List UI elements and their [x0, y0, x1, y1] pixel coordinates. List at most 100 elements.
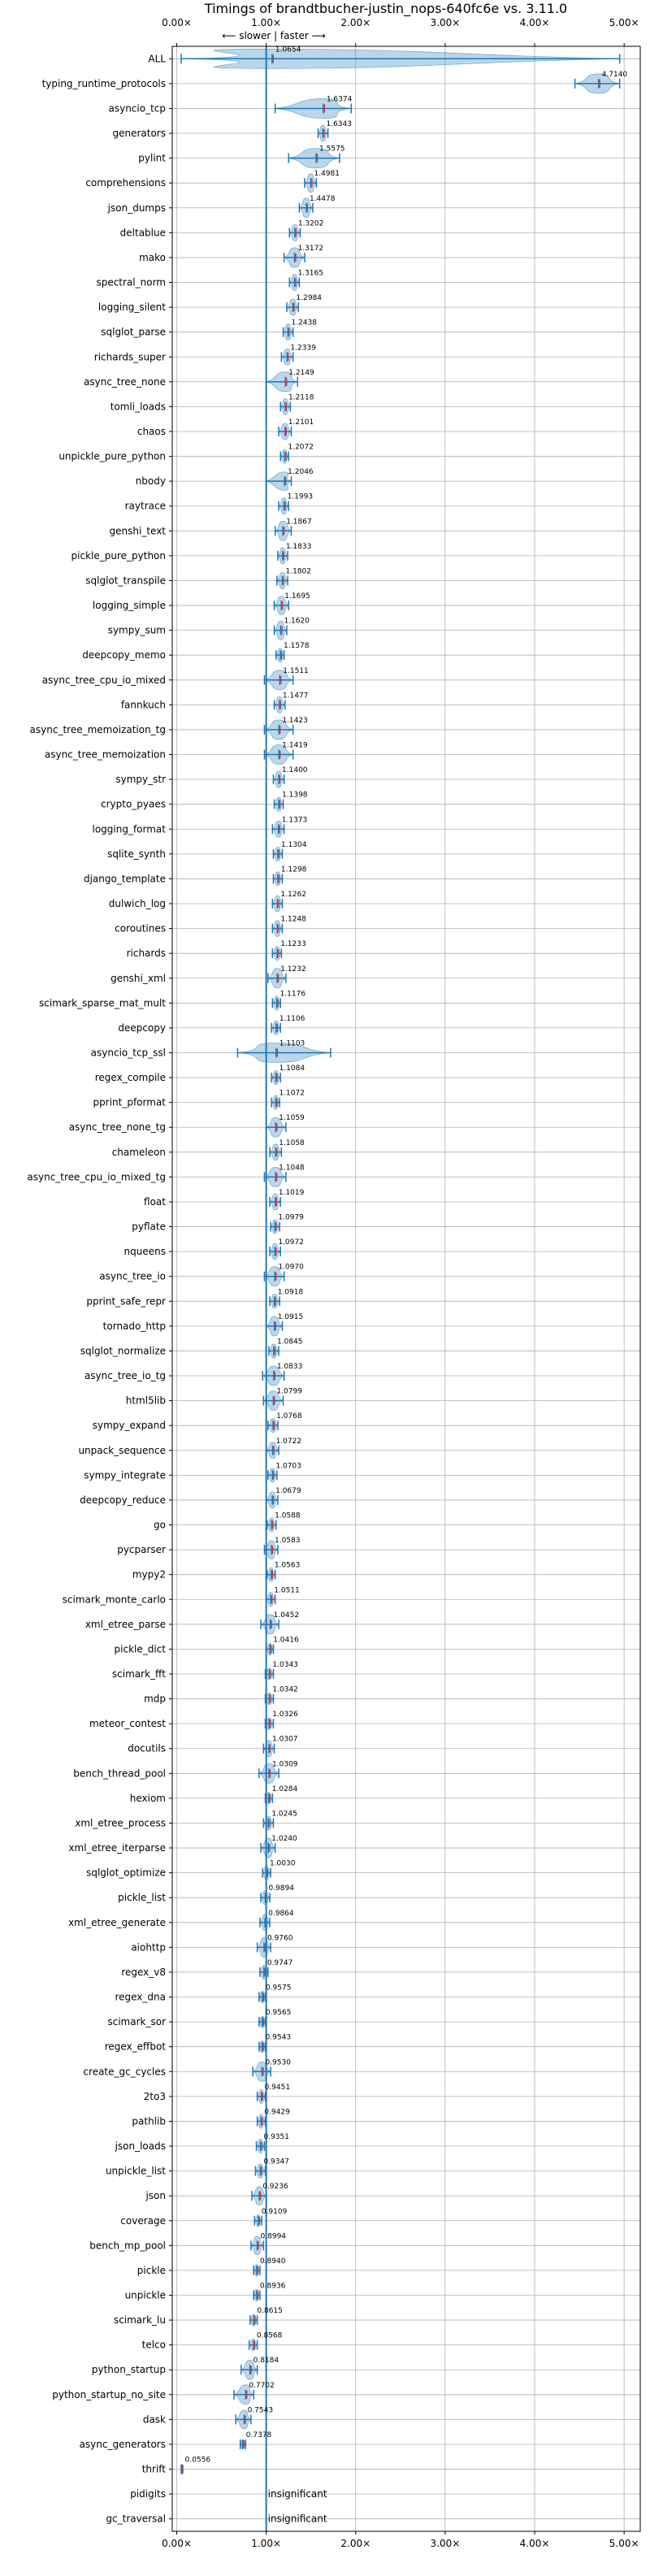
direction-label: ⟵ slower | faster ⟶	[222, 30, 326, 41]
benchmark-name: pyflate	[132, 1221, 166, 1233]
benchmark-name: async_generators	[80, 2439, 166, 2450]
benchmark-name: richards	[127, 948, 166, 959]
benchmark-name: regex_dna	[115, 1992, 166, 2003]
benchmark-name: deltablue	[120, 227, 166, 238]
value-label: 1.1298	[281, 865, 307, 874]
value-label: 0.9236	[262, 2183, 288, 2191]
value-label: 0.9894	[268, 1884, 294, 1893]
value-label: 1.1398	[282, 791, 308, 800]
value-label: 1.1419	[282, 742, 308, 750]
benchmark-name: chaos	[137, 426, 166, 437]
benchmark-name: typing_runtime_protocols	[42, 78, 166, 89]
x-tick-label-top: 5.00×	[609, 17, 639, 28]
value-label: 0.9543	[266, 2034, 292, 2042]
value-label: 1.0245	[271, 1810, 297, 1818]
labels-layer: 0.00× 0.00× 1.00× 1.00× 2.00× 2.00× 3.00× 3.00×…	[27, 17, 639, 2549]
value-label: 1.1400	[282, 766, 308, 774]
benchmark-name: generators	[112, 128, 166, 139]
x-tick-label-bottom: 3.00×	[431, 2538, 461, 2549]
benchmark-name: create_gc_cycles	[83, 2066, 166, 2077]
benchmark-name: sympy_sum	[108, 625, 166, 636]
value-label: 1.2118	[288, 393, 314, 401]
benchmark-name: asyncio_tcp	[108, 102, 166, 114]
benchmark-name: sqlglot_parse	[101, 327, 166, 338]
x-tick-label-bottom: 4.00×	[520, 2538, 550, 2549]
benchmark-name: unpickle	[125, 2289, 166, 2301]
benchmark-name: sqlglot_transpile	[85, 575, 166, 586]
benchmark-name: fannkuch	[121, 699, 166, 710]
value-label: 1.0918	[278, 1288, 304, 1296]
value-label: 0.8936	[260, 2282, 286, 2290]
benchmark-name: raytrace	[125, 501, 166, 512]
grid-layer	[172, 43, 640, 2535]
value-label: 1.0511	[274, 1586, 300, 1594]
benchmark-name: mypy2	[132, 1569, 166, 1581]
value-label: 1.0679	[275, 1487, 301, 1495]
benchmark-name: scimark_monte_carlo	[63, 1594, 166, 1605]
benchmark-name: xml_etree_generate	[68, 1917, 166, 1928]
value-label: 0.9429	[264, 2108, 290, 2116]
value-label: 0.9575	[266, 1984, 292, 1993]
benchmark-name: django_template	[84, 873, 166, 884]
value-label: 1.1176	[280, 990, 306, 998]
value-label: 0.9530	[265, 2058, 291, 2066]
benchmark-name: dulwich_log	[109, 898, 166, 909]
benchmark-name: genshi_text	[110, 525, 167, 536]
value-label: 0.9747	[267, 1959, 293, 1967]
benchmark-name: docutils	[128, 1743, 166, 1754]
value-label: 1.2984	[297, 294, 323, 302]
value-label: 1.1233	[280, 940, 306, 948]
benchmark-name: deepcopy_memo	[82, 649, 166, 661]
benchmark-name: async_tree_none	[84, 376, 166, 388]
benchmark-name: sympy_str	[115, 774, 166, 785]
benchmark-name: async_tree_cpu_io_mixed_tg	[27, 1171, 166, 1182]
benchmark-name: dask	[143, 2413, 166, 2425]
x-tick-label-top: 1.00×	[251, 17, 281, 28]
benchmark-name: sympy_expand	[93, 1420, 166, 1431]
benchmark-name: meteor_contest	[89, 1718, 166, 1729]
value-label: 1.1019	[279, 1189, 305, 1197]
benchmark-name: sympy_integrate	[84, 1469, 166, 1481]
benchmark-name: pprint_safe_repr	[86, 1295, 166, 1307]
value-label: 0.8184	[254, 2357, 280, 2365]
benchmark-name: xml_etree_process	[75, 1817, 166, 1828]
benchmark-name: tornado_http	[103, 1321, 166, 1332]
value-label: 0.0556	[185, 2457, 211, 2465]
value-label: 1.2046	[288, 468, 314, 476]
value-label: 0.9109	[262, 2208, 288, 2216]
value-label: 1.1423	[282, 717, 308, 725]
x-tick-label-top: 4.00×	[520, 17, 550, 28]
value-label: 1.2339	[290, 344, 316, 352]
benchmark-name: 2to3	[144, 2091, 166, 2102]
value-label: 1.6374	[327, 95, 353, 103]
value-label: 1.0979	[278, 1214, 304, 1222]
value-label: 1.1072	[279, 1090, 305, 1098]
value-label: 1.0563	[275, 1562, 301, 1570]
chart-title: Timings of brandtbucher-justin_nops-640f…	[204, 1, 567, 17]
value-label: 0.9565	[266, 2009, 292, 2017]
value-label: 1.0970	[278, 1264, 304, 1272]
benchmark-name: aiohttp	[131, 1941, 166, 1953]
benchmark-name: pylint	[138, 153, 166, 164]
value-label: 1.1084	[280, 1065, 306, 1073]
benchmark-name: coroutines	[115, 923, 166, 935]
benchmark-name: mdp	[144, 1693, 166, 1705]
value-label: 0.8940	[260, 2257, 286, 2266]
value-label: 0.9351	[263, 2133, 289, 2141]
value-label: 1.0768	[276, 1412, 302, 1420]
benchmark-name: logging_format	[92, 823, 166, 835]
benchmark-name: unpickle_pure_python	[58, 451, 166, 462]
value-label: 0.8568	[257, 2332, 283, 2340]
benchmark-name: unpickle_list	[106, 2166, 166, 2177]
benchmark-name: scimark_sor	[107, 2016, 166, 2027]
benchmark-name: telco	[142, 2340, 166, 2351]
value-label: 1.3202	[298, 219, 324, 228]
benchmark-name: regex_effbot	[105, 2041, 167, 2053]
benchmark-name: gc_traversal	[106, 2513, 166, 2525]
benchmark-name: coverage	[120, 2215, 166, 2227]
value-label: 1.1058	[279, 1139, 305, 1147]
benchmark-name: chameleon	[112, 1147, 166, 1158]
x-tick-label-bottom: 0.00×	[162, 2538, 192, 2549]
value-label: 1.1232	[280, 965, 306, 974]
benchmark-name: json	[145, 2190, 166, 2201]
